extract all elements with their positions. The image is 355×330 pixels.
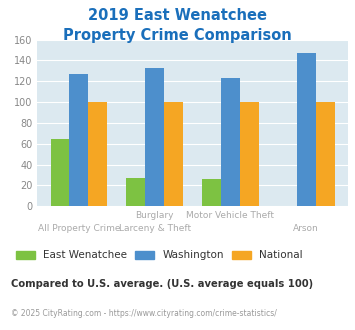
Bar — [70, 74, 88, 206]
Text: Motor Vehicle Theft: Motor Vehicle Theft — [186, 211, 274, 220]
Bar — [240, 102, 259, 206]
Bar — [145, 68, 164, 206]
Text: 2019 East Wenatchee: 2019 East Wenatchee — [88, 8, 267, 23]
Bar — [202, 179, 221, 206]
Text: Larceny & Theft: Larceny & Theft — [119, 224, 191, 233]
Bar — [316, 102, 335, 206]
Text: Property Crime Comparison: Property Crime Comparison — [63, 28, 292, 43]
Bar — [50, 139, 70, 206]
Text: © 2025 CityRating.com - https://www.cityrating.com/crime-statistics/: © 2025 CityRating.com - https://www.city… — [11, 309, 277, 317]
Bar — [126, 178, 145, 206]
Bar — [164, 102, 183, 206]
Bar — [297, 53, 316, 206]
Text: Compared to U.S. average. (U.S. average equals 100): Compared to U.S. average. (U.S. average … — [11, 279, 313, 289]
Bar — [221, 78, 240, 206]
Text: Burglary: Burglary — [136, 211, 174, 220]
Text: All Property Crime: All Property Crime — [38, 224, 120, 233]
Bar — [88, 102, 107, 206]
Text: Arson: Arson — [293, 224, 319, 233]
Legend: East Wenatchee, Washington, National: East Wenatchee, Washington, National — [16, 250, 303, 260]
